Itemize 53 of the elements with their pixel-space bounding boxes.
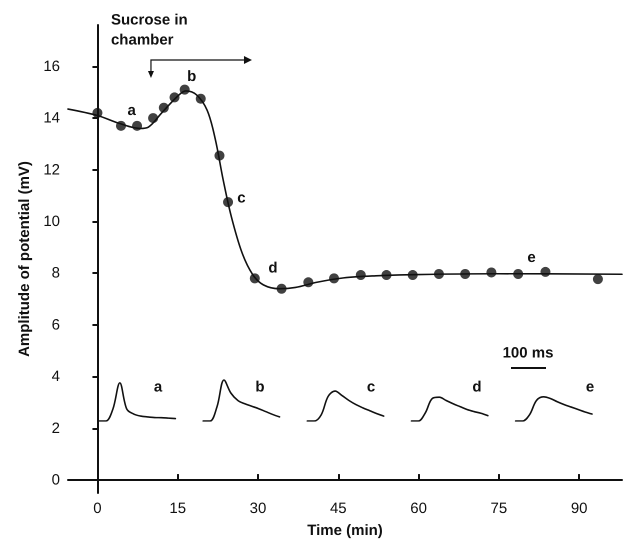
annotation: c <box>237 190 246 207</box>
point <box>540 266 550 277</box>
point <box>276 284 287 294</box>
y-tick-label: 6 <box>52 316 60 334</box>
annotation: e <box>586 378 594 396</box>
annotation: d <box>268 260 278 277</box>
x-tick-label: 45 <box>330 500 347 517</box>
point <box>214 150 224 161</box>
point <box>513 269 524 279</box>
y-tick-label: 12 <box>43 161 60 178</box>
annotation: Sucrose in chamber <box>110 12 188 48</box>
x-tick-label: 0 <box>93 500 102 517</box>
point <box>434 269 444 279</box>
point <box>592 274 603 284</box>
point <box>92 108 102 118</box>
point <box>329 273 340 284</box>
point <box>148 113 158 124</box>
point <box>158 102 169 113</box>
point <box>303 277 314 288</box>
point <box>223 197 234 208</box>
point <box>408 270 418 280</box>
y-axis-title: Amplitude of potential (mV) <box>16 161 33 357</box>
annotation: a <box>154 378 163 396</box>
annotation: b <box>187 68 196 86</box>
point <box>381 270 392 280</box>
annotation: a <box>128 102 137 119</box>
annotation: c <box>366 378 376 396</box>
y-tick-label: 10 <box>43 213 60 230</box>
y-tick-label: 14 <box>43 110 60 127</box>
x-tick-label: 15 <box>169 500 186 517</box>
y-tick-label: 2 <box>52 420 60 437</box>
x-tick-label: 75 <box>490 500 508 517</box>
annotation: b <box>255 378 265 396</box>
x-axis-title: Time (min) <box>307 522 383 539</box>
point <box>250 273 260 284</box>
point <box>170 92 180 102</box>
annotation: d <box>472 378 482 396</box>
y-tick-label: 16 <box>43 58 60 75</box>
point <box>180 84 190 95</box>
point <box>486 267 496 278</box>
annotation: 100 ms <box>502 344 554 362</box>
x-tick-label: 30 <box>250 500 266 517</box>
point <box>132 120 142 131</box>
annotation: e <box>527 249 536 266</box>
x-tick-label: 60 <box>410 500 427 517</box>
x-tick-label: 90 <box>570 500 588 517</box>
y-tick-label: 4 <box>52 368 60 386</box>
point <box>356 270 366 280</box>
y-tick-label: 8 <box>52 264 60 282</box>
point <box>196 94 206 104</box>
point <box>460 269 470 279</box>
point <box>116 120 126 131</box>
y-tick-label: 0 <box>52 472 60 489</box>
